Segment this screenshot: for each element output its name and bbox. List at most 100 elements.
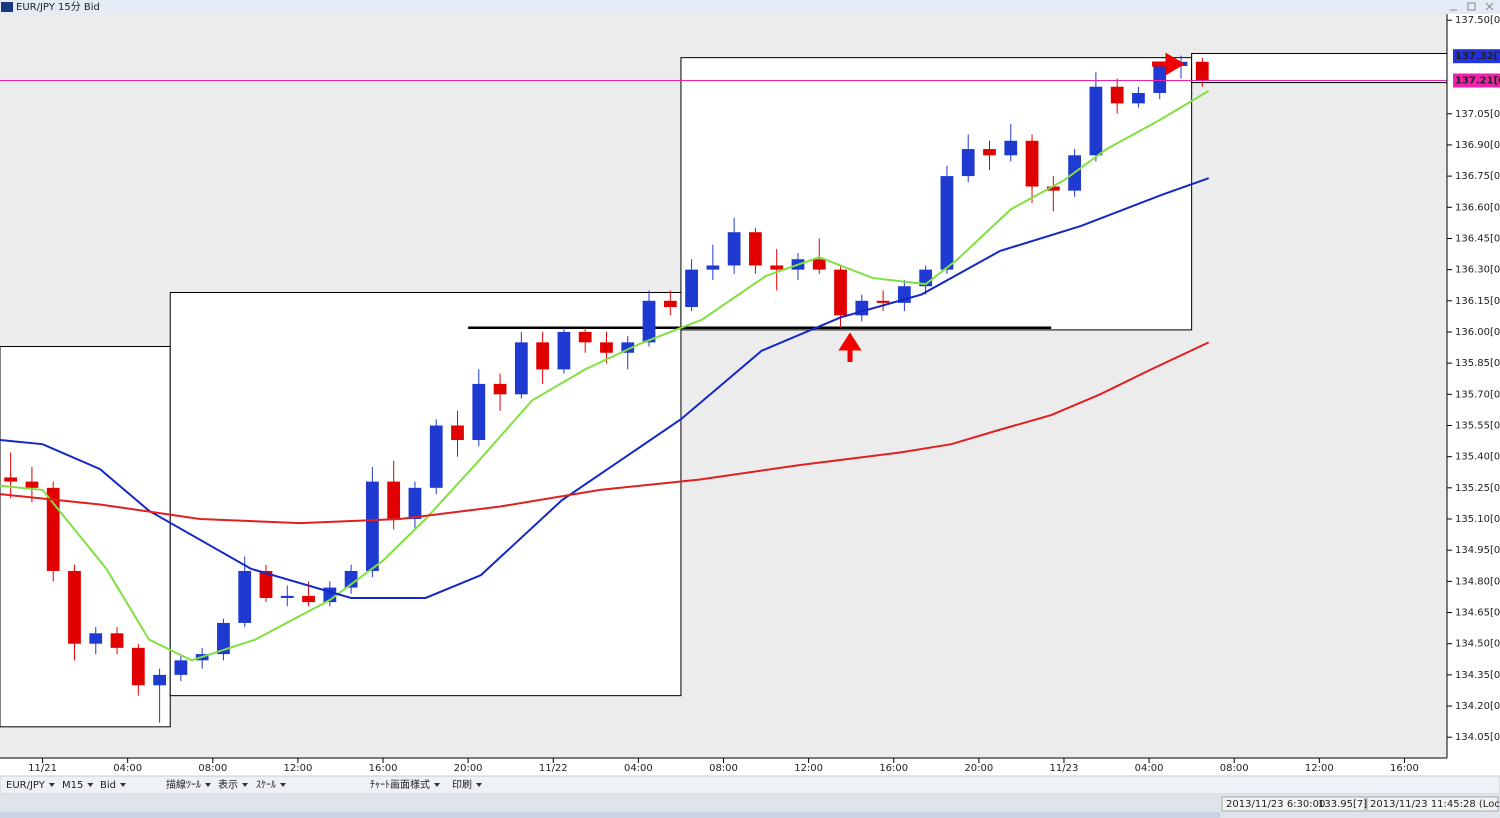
moving-average — [0, 341, 1210, 525]
close-button[interactable] — [1485, 2, 1494, 11]
candle-body — [940, 176, 954, 270]
y-tick-label: 135.55[0] — [1455, 420, 1500, 431]
candle-body — [217, 622, 230, 655]
candle-body — [706, 265, 720, 270]
y-tick-label: 135.85[0] — [1455, 358, 1500, 369]
toolbar-button[interactable]: Bid — [100, 780, 116, 791]
price-marker — [1453, 49, 1500, 64]
y-tick-label: 134.80[0] — [1455, 576, 1500, 587]
candle-body — [557, 331, 571, 370]
candle-body — [280, 595, 294, 598]
x-tick-label: 12:00 — [283, 763, 312, 774]
candle-body — [46, 487, 60, 571]
y-tick-label: 136.90[0] — [1455, 140, 1500, 151]
time-axis — [0, 758, 1447, 776]
candle-body — [302, 595, 315, 603]
candle-body — [514, 342, 528, 395]
y-tick-label: 134.05[0] — [1455, 732, 1500, 743]
price-marker — [1453, 73, 1500, 88]
candle-body — [663, 300, 677, 308]
dropdown-arrow — [205, 783, 211, 787]
candle-body — [259, 570, 273, 598]
dropdown-arrow — [120, 783, 126, 787]
dropdown-arrow — [280, 783, 286, 787]
candle-body — [749, 232, 762, 266]
status-cell — [1366, 796, 1499, 812]
y-tick-label: 134.35[0] — [1455, 670, 1500, 681]
candle-body — [961, 149, 975, 177]
x-tick-label: 11/22 — [539, 763, 568, 774]
x-tick-label: 04:00 — [113, 763, 142, 774]
candle-body — [1195, 61, 1209, 81]
candle-body — [408, 487, 422, 520]
candle-body — [153, 674, 166, 686]
y-tick-label: 135.70[0] — [1455, 389, 1500, 400]
moving-average — [0, 90, 1210, 662]
candle-body — [366, 481, 379, 571]
toolbar-button[interactable]: ｽｹｰﾙ — [256, 779, 276, 791]
x-tick-label: 16:00 — [1390, 763, 1419, 774]
y-tick-label: 134.65[0] — [1455, 608, 1500, 619]
toolbar-button[interactable]: 印刷 — [452, 779, 472, 791]
candle-body — [1004, 140, 1018, 156]
candle-body — [68, 570, 81, 644]
x-tick-label: 11/21 — [28, 763, 57, 774]
x-tick-label: 11/23 — [1050, 763, 1079, 774]
x-tick-label: 16:00 — [879, 763, 908, 774]
candle-body — [1025, 140, 1039, 187]
dropdown-arrow — [87, 783, 94, 787]
candle-body — [1046, 186, 1060, 191]
candle-body — [727, 232, 741, 266]
annotation-arrow-right — [1152, 52, 1185, 76]
moving-average — [0, 177, 1210, 599]
toolbar-button[interactable]: EUR/JPY — [6, 780, 46, 791]
candle-body — [238, 570, 252, 623]
price-marker-label: 137.32[7 — [1455, 51, 1500, 62]
y-tick-label: 135.25[0] — [1455, 483, 1500, 494]
candle-body — [983, 149, 996, 156]
y-tick-label: 136.60[0] — [1455, 202, 1500, 213]
candle-body — [536, 342, 550, 370]
x-tick-label: 16:00 — [369, 763, 398, 774]
candle-body — [472, 383, 486, 441]
range-box — [169, 291, 682, 697]
candle-body — [621, 342, 635, 353]
taskbar-strip — [0, 812, 1220, 818]
dropdown-arrow — [242, 783, 248, 787]
y-tick-label: 137.50[0] — [1455, 15, 1500, 26]
x-tick-label: 04:00 — [624, 763, 653, 774]
toolbar-button[interactable]: 描線ﾂｰﾙ — [166, 778, 201, 791]
candle-body — [770, 265, 784, 270]
candle-body — [131, 647, 145, 686]
y-tick-label: 134.50[0] — [1455, 639, 1500, 650]
y-tick-label: 137.05[0] — [1455, 109, 1500, 120]
status-local-time: 2013/11/23 11:45:28 (Local) — [1370, 799, 1500, 810]
title-bar — [0, 0, 1500, 14]
annotation-arrow-up — [838, 332, 862, 362]
toolbar-button[interactable]: M15 — [62, 780, 83, 791]
price-marker-label: 137.21[0 — [1455, 76, 1500, 87]
candle-body — [1153, 65, 1167, 93]
candle-body — [429, 425, 443, 488]
candle-body — [812, 259, 826, 270]
candle-body — [1089, 86, 1103, 156]
maximize-button[interactable] — [1467, 2, 1476, 11]
x-tick-label: 08:00 — [709, 763, 738, 774]
price-axis — [1447, 14, 1500, 758]
y-tick-label: 135.40[0] — [1455, 452, 1500, 463]
candle-body — [600, 342, 613, 353]
y-tick-label: 136.45[0] — [1455, 233, 1500, 244]
candle-body — [174, 660, 188, 675]
candle-body — [25, 481, 39, 488]
x-tick-label: 20:00 — [964, 763, 993, 774]
y-tick-label: 136.30[0] — [1455, 265, 1500, 276]
x-tick-label: 20:00 — [454, 763, 483, 774]
x-tick-label: 08:00 — [198, 763, 227, 774]
candle-body — [89, 633, 103, 644]
toolbar-button[interactable]: 表示 — [218, 778, 238, 791]
toolbar-button[interactable]: ﾁｬｰﾄ画面様式 — [370, 778, 430, 791]
candle-body — [387, 481, 401, 520]
candle-body — [493, 383, 507, 395]
